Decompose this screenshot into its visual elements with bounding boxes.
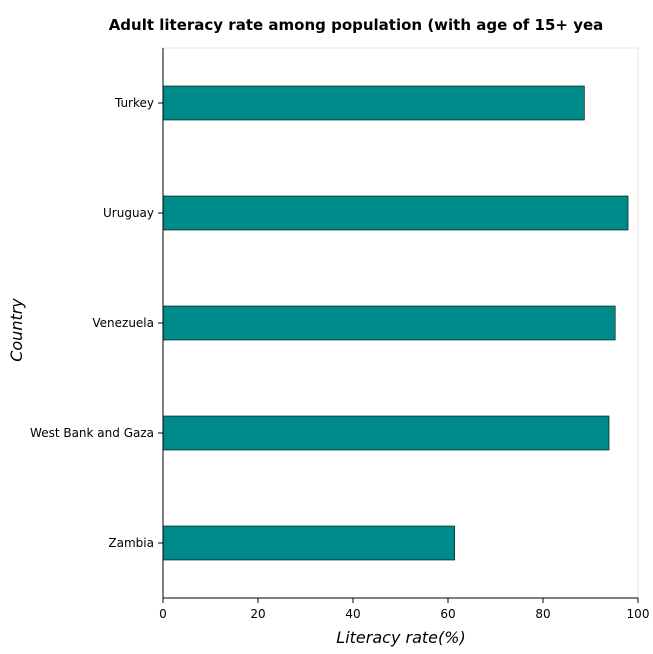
x-tick-label: 0	[159, 607, 167, 621]
plot-area: Turkey Uruguay Venezuela West Bank and Gaza…	[30, 47, 650, 621]
y-tick-label: Venezuela	[92, 316, 154, 330]
chart-title: Adult literacy rate among population (wi…	[109, 16, 604, 34]
x-tick-label: 100	[627, 607, 650, 621]
x-tick-label: 40	[345, 607, 360, 621]
x-axis-label: Literacy rate(%)	[336, 628, 465, 647]
bar-uruguay	[162, 195, 629, 231]
x-tick-label: 20	[250, 607, 265, 621]
y-tick-label: Uruguay	[103, 206, 154, 220]
bar-venezuela	[162, 305, 616, 341]
x-tick-label: 60	[440, 607, 455, 621]
y-tick-label: West Bank and Gaza	[30, 426, 154, 440]
y-tick-label: Turkey	[114, 96, 154, 110]
bar-zambia	[162, 525, 455, 561]
y-axis-label: Country	[7, 298, 26, 362]
bar-west-bank-and-gaza	[162, 415, 610, 451]
y-tick-label: Zambia	[108, 536, 154, 550]
x-tick-label: 80	[535, 607, 550, 621]
bar-turkey	[162, 85, 585, 121]
